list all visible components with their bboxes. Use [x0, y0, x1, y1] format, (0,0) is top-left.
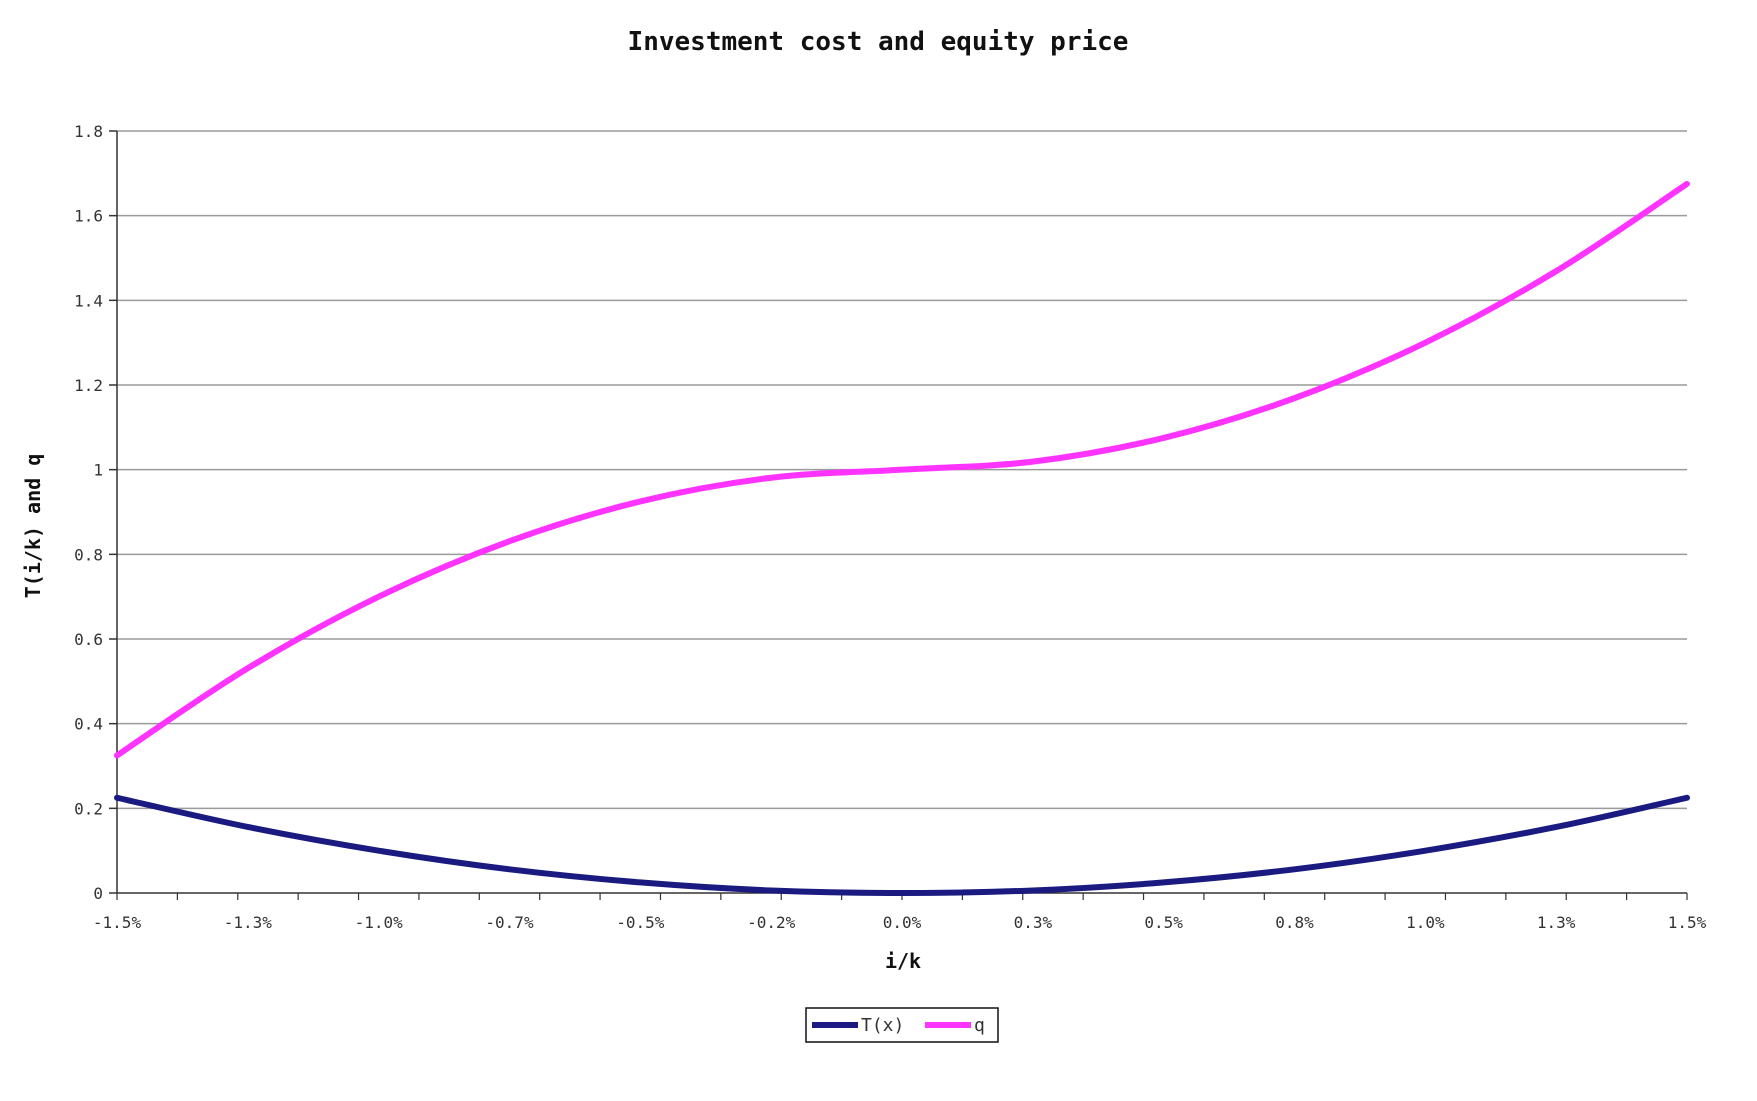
y-tick-label: 0.6	[74, 630, 103, 649]
x-tick-label: -1.0%	[355, 913, 404, 932]
y-tick-label: 0	[93, 884, 103, 903]
y-axis-label: T(i/k) and q	[21, 454, 45, 599]
y-tick-label: 1.2	[74, 376, 103, 395]
x-tick-labels: -1.5% -1.3% -1.0% -0.7% -0.5% -0.2% 0.0% 0.3% 0.…	[93, 913, 1707, 932]
y-tick-label: 1	[93, 461, 103, 480]
y-tick-labels: 0 0.2 0.4 0.6 0.8 1 1.2 1.4 1.6 1.8	[74, 122, 103, 903]
legend-label-q: q	[974, 1015, 985, 1036]
series-line-q	[114, 180, 1690, 759]
x-tick-label: 1.5%	[1668, 913, 1707, 932]
x-tick-label: 0.5%	[1144, 913, 1183, 932]
y-tick-label: 1.4	[74, 291, 103, 310]
y-tick-label: 0.8	[74, 545, 103, 564]
x-tick-label: -0.7%	[485, 913, 534, 932]
x-tick-label: 0.3%	[1014, 913, 1053, 932]
x-tick-label: -1.5%	[93, 913, 142, 932]
y-tick-label: 0.2	[74, 799, 103, 818]
legend-label-t: T(x)	[861, 1015, 904, 1036]
y-tick-label: 1.6	[74, 207, 103, 226]
x-tick-label: 1.0%	[1406, 913, 1445, 932]
series-lines	[114, 180, 1690, 896]
x-tick-label: -0.2%	[747, 913, 796, 932]
x-tick-label: 1.3%	[1537, 913, 1576, 932]
series-line-t	[114, 794, 1690, 896]
x-tick-label: -0.5%	[616, 913, 665, 932]
x-tick-label: 0.8%	[1275, 913, 1314, 932]
x-tick-label: 0.0%	[883, 913, 922, 932]
legend: T(x) q	[805, 1007, 999, 1043]
y-tick-label: 1.8	[74, 122, 103, 141]
y-tick-label: 0.4	[74, 715, 103, 734]
chart-title: Investment cost and equity price	[628, 27, 1129, 57]
x-tick-label: -1.3%	[224, 913, 273, 932]
axes	[109, 130, 1688, 900]
x-axis-label: i/k	[885, 949, 921, 973]
